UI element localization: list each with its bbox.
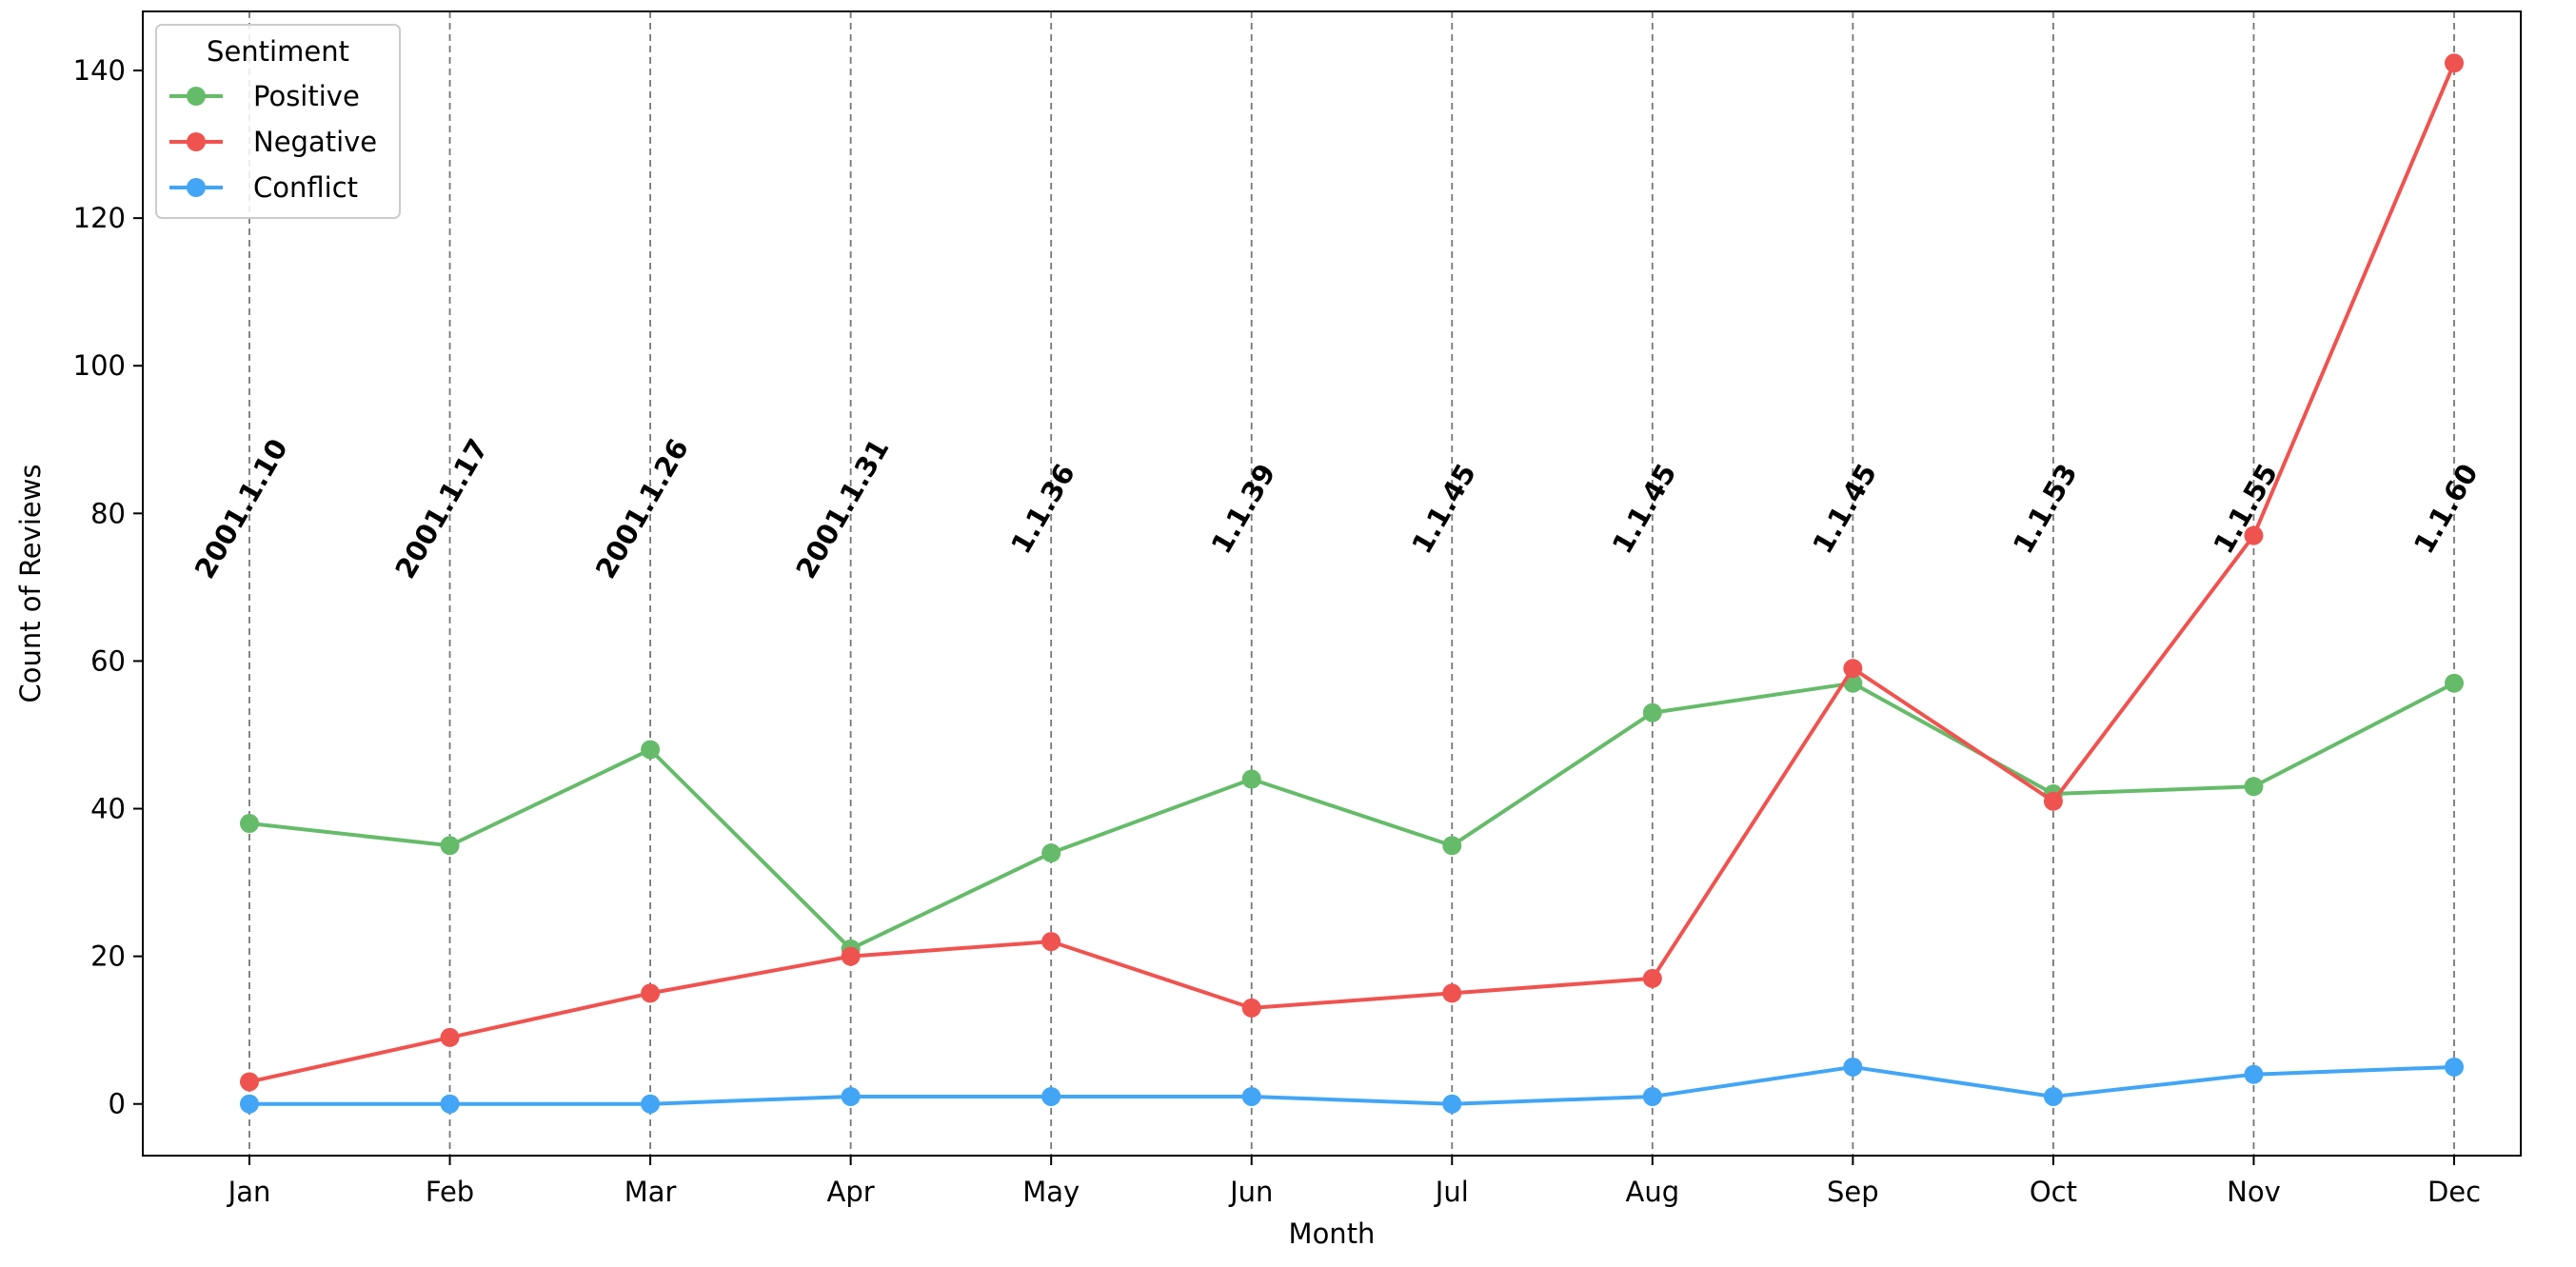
point-conflict-jul [1442, 1094, 1462, 1114]
legend-title: Sentiment [207, 35, 349, 68]
point-conflict-aug [1642, 1086, 1662, 1106]
point-conflict-apr [841, 1086, 861, 1106]
legend-swatch-marker-negative [187, 132, 206, 151]
point-conflict-mar [641, 1094, 661, 1114]
y-tick-label: 140 [73, 54, 126, 87]
x-tick-label-nov: Nov [2227, 1176, 2281, 1208]
point-positive-jun [1241, 769, 1261, 789]
point-positive-jan [240, 814, 259, 834]
x-tick-label-aug: Aug [1625, 1176, 1679, 1208]
legend-swatch-marker-positive [187, 87, 206, 106]
legend: Sentiment Positive Negative Conflict [155, 24, 401, 219]
x-tick-label-mar: Mar [624, 1176, 677, 1208]
series-lines [240, 53, 2464, 1114]
point-negative-oct [2043, 791, 2063, 811]
y-tick-label: 100 [73, 349, 126, 382]
point-negative-jul [1442, 983, 1462, 1003]
y-tick-label: 120 [73, 202, 126, 234]
x-tick-label-dec: Dec [2427, 1176, 2481, 1208]
point-conflict-feb [440, 1094, 460, 1114]
legend-box [155, 24, 401, 219]
legend-label-positive: Positive [253, 80, 360, 112]
point-negative-apr [841, 946, 861, 966]
y-tick-label: 40 [90, 793, 126, 825]
y-tick-label: 0 [109, 1088, 126, 1120]
legend-label-negative: Negative [253, 126, 377, 158]
point-conflict-jan [240, 1094, 259, 1114]
point-conflict-oct [2043, 1086, 2063, 1106]
x-tick-label-may: May [1022, 1176, 1080, 1208]
point-positive-may [1041, 843, 1061, 863]
point-conflict-nov [2244, 1064, 2264, 1084]
y-tick-label: 80 [90, 497, 126, 529]
y-axis-label: Count of Reviews [14, 464, 47, 703]
y-tick-label: 20 [90, 940, 126, 973]
y-tick-label: 60 [90, 644, 126, 677]
point-negative-jun [1241, 998, 1261, 1018]
point-positive-mar [641, 740, 661, 760]
point-negative-may [1041, 932, 1061, 952]
point-positive-feb [440, 836, 460, 856]
series-line-conflict [249, 1064, 2455, 1106]
x-tick-label-apr: Apr [827, 1176, 875, 1208]
legend-label-conflict: Conflict [253, 171, 358, 204]
x-tick-label-jul: Jul [1434, 1176, 1469, 1208]
point-negative-aug [1642, 968, 1662, 988]
series-line-negative [248, 62, 2456, 1084]
axes: 0 20 40 60 80 100 120 140 Jan Feb Mar Apr May Jun Jul A… [14, 10, 2522, 1250]
point-negative-jan [240, 1072, 259, 1092]
point-negative-mar [641, 983, 661, 1003]
plot-frame [142, 10, 2522, 1157]
point-conflict-jun [1241, 1086, 1261, 1106]
x-tick-label-sep: Sep [1827, 1176, 1879, 1208]
point-conflict-may [1041, 1086, 1061, 1106]
point-negative-dec [2445, 53, 2464, 73]
point-positive-nov [2244, 777, 2264, 797]
point-positive-jul [1442, 836, 1462, 856]
x-tick-label-oct: Oct [2030, 1176, 2077, 1208]
point-negative-sep [1843, 659, 1863, 679]
point-negative-feb [440, 1027, 460, 1047]
legend-swatch-marker-conflict [187, 178, 206, 197]
point-conflict-dec [2445, 1057, 2464, 1077]
point-positive-dec [2445, 673, 2464, 693]
point-negative-nov [2244, 525, 2264, 545]
series-line-positive [248, 681, 2455, 951]
x-tick-label-feb: Feb [426, 1176, 474, 1208]
x-tick-label-jun: Jun [1228, 1176, 1273, 1208]
point-conflict-sep [1843, 1057, 1863, 1077]
x-axis-label: Month [1289, 1218, 1376, 1250]
x-tick-label-jan: Jan [227, 1176, 271, 1208]
point-positive-aug [1642, 703, 1662, 723]
